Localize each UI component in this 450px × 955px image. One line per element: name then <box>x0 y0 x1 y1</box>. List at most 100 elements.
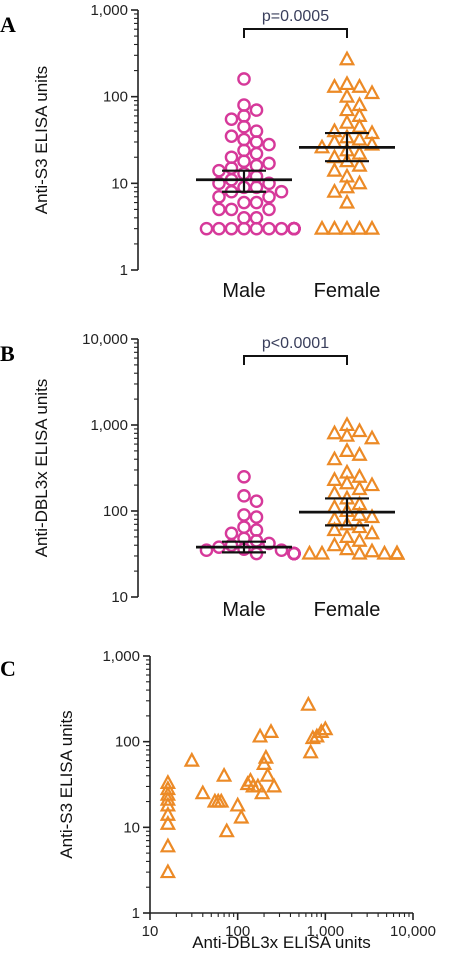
male-point <box>237 154 251 169</box>
female-point <box>338 87 356 103</box>
male-point <box>237 98 251 112</box>
male-point <box>199 221 214 236</box>
scatter-point <box>313 722 330 738</box>
male-point <box>274 543 289 558</box>
female-point <box>338 50 356 66</box>
y-tick-label: 10 <box>111 175 128 192</box>
female-point <box>326 161 343 177</box>
scatter-point <box>159 805 177 821</box>
female-point <box>351 130 368 146</box>
male-point <box>249 510 264 524</box>
scatter-point <box>159 863 177 879</box>
p-value-label: p=0.0005 <box>262 8 329 25</box>
scatter-point <box>159 837 177 853</box>
male-point <box>262 137 276 152</box>
female-point <box>363 135 381 151</box>
male-point <box>237 221 251 236</box>
scatter-point <box>213 792 230 808</box>
male-point <box>249 180 264 195</box>
male-point <box>249 124 264 138</box>
female-point <box>326 182 343 198</box>
female-point <box>351 480 368 496</box>
category-label: Female <box>314 599 381 621</box>
female-point <box>338 193 356 209</box>
male-point <box>224 221 239 236</box>
male-point <box>237 520 251 534</box>
female-point <box>351 174 368 190</box>
female-point <box>363 542 381 558</box>
y-tick-label: 10 <box>111 589 128 606</box>
female-point <box>338 426 356 442</box>
female-point <box>351 156 368 172</box>
male-point <box>249 103 264 117</box>
significance-bracket <box>243 355 348 365</box>
scatter-point <box>262 722 280 738</box>
scatter-point <box>229 796 246 812</box>
female-point <box>351 544 368 560</box>
panel-letter: B <box>0 341 15 366</box>
y-tick-label: 100 <box>103 89 128 106</box>
female-point <box>338 101 356 117</box>
male-point <box>224 526 239 541</box>
male-point <box>237 489 251 503</box>
female-point <box>351 77 368 93</box>
female-point <box>326 77 343 93</box>
panel-a-chart: A 1 10 100 1,000 Anti-S3 ELISA units p=0.0005 M… <box>0 2 395 302</box>
female-point <box>326 470 343 486</box>
male-point <box>262 156 276 171</box>
scatter-point <box>215 766 233 782</box>
y-axis-title: Anti-S3 ELISA units <box>57 710 76 858</box>
male-point <box>262 202 276 217</box>
x-tick-label: 10 <box>142 923 159 940</box>
y-axis-title: Anti-S3 ELISA units <box>32 66 51 214</box>
male-point <box>224 202 239 217</box>
x-tick-label: 10,000 <box>390 923 436 940</box>
male-point <box>274 221 289 236</box>
female-point <box>301 544 318 560</box>
scatter-point <box>194 784 211 800</box>
male-point <box>249 523 264 537</box>
y-tick-label: 1,000 <box>90 2 128 19</box>
male-point <box>249 211 264 225</box>
scatter-point <box>251 727 269 743</box>
y-tick-label: 10 <box>123 819 140 836</box>
x-axis-title: Anti-DBL3x ELISA units <box>192 933 371 952</box>
female-point <box>363 84 381 100</box>
male-point <box>237 119 251 134</box>
x-tick-label: 1,000 <box>307 923 345 940</box>
male-point <box>249 546 264 561</box>
female-point <box>363 219 381 235</box>
male-point <box>212 221 226 236</box>
female-point <box>338 219 356 235</box>
male-point <box>224 150 239 165</box>
y-tick-label: 1 <box>132 905 140 922</box>
female-point <box>363 508 381 524</box>
female-point <box>351 445 368 461</box>
male-point <box>212 202 226 217</box>
male-point <box>274 184 289 199</box>
scatter-point <box>233 808 250 824</box>
female-point <box>313 219 331 235</box>
male-point <box>224 129 239 143</box>
female-point <box>363 476 381 492</box>
male-point <box>224 538 239 553</box>
y-tick-label: 100 <box>115 734 140 751</box>
male-point <box>237 195 251 210</box>
female-point <box>338 527 356 543</box>
female-point <box>326 450 343 466</box>
panel-letter: A <box>0 12 16 37</box>
significance-bracket <box>243 28 348 38</box>
scatter-point <box>259 766 276 782</box>
male-point <box>237 508 251 522</box>
male-point <box>249 195 264 210</box>
male-point <box>249 158 264 173</box>
y-tick-label: 1 <box>120 262 128 279</box>
scatter-point <box>265 777 283 793</box>
female-point <box>313 544 331 560</box>
female-point <box>388 544 406 560</box>
scatter-point <box>257 748 275 764</box>
y-tick-label: 1,000 <box>102 648 140 665</box>
female-point <box>326 536 343 552</box>
female-point <box>338 540 356 556</box>
